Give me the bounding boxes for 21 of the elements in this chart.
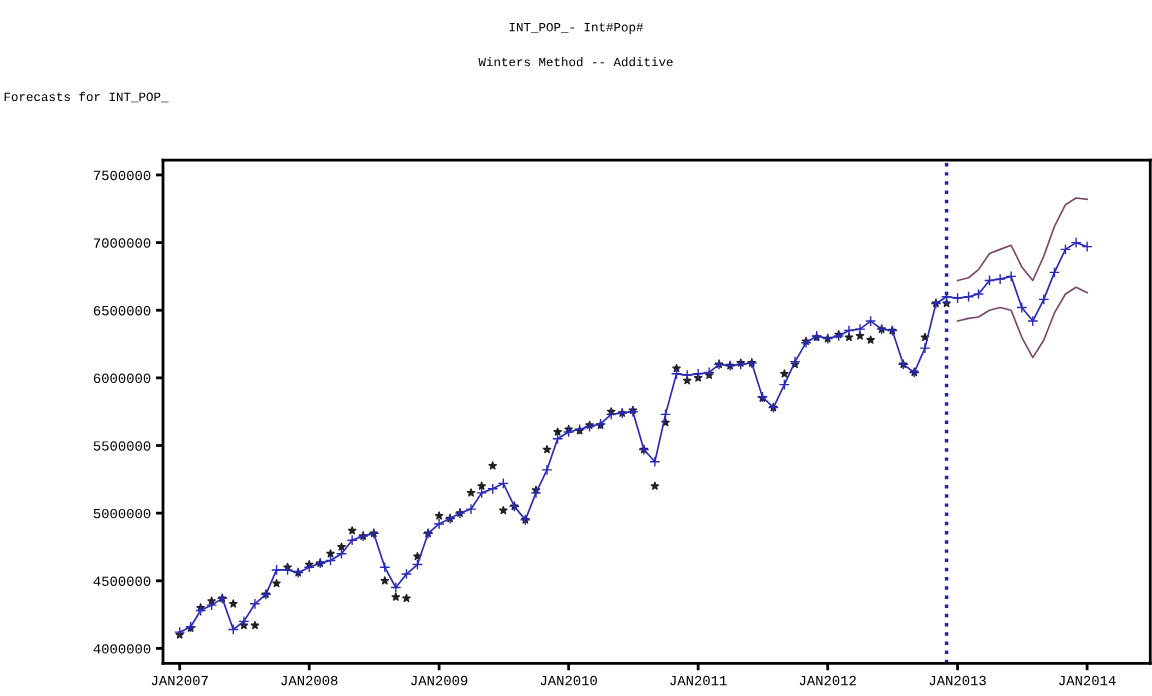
y-tick-label: 5500000 bbox=[93, 441, 151, 451]
x-tick-label: JAN2013 bbox=[929, 675, 986, 686]
y-tick-label: 6000000 bbox=[93, 373, 151, 384]
y-tick-label: 7000000 bbox=[93, 238, 151, 248]
line-series bbox=[956, 197, 1088, 282]
y-tick-label: 5000000 bbox=[93, 508, 151, 519]
chart-title: INT_POP_- Int#Pop# bbox=[509, 22, 644, 34]
text: Forecasts for INT_POP_ bbox=[4, 91, 169, 103]
x-tick-label: JAN2009 bbox=[411, 675, 468, 686]
x-tick-label: JAN2014 bbox=[1059, 675, 1116, 686]
x-tick-label: JAN2012 bbox=[799, 675, 856, 686]
y-tick-label: 4000000 bbox=[93, 644, 151, 654]
x-tick-label: JAN2010 bbox=[540, 675, 597, 686]
y-tick-label: 4500000 bbox=[93, 576, 151, 586]
line-series bbox=[956, 286, 1088, 359]
x-tick-label: JAN2011 bbox=[670, 675, 727, 686]
chart-subtitle: Winters Method -- Additive bbox=[478, 57, 673, 67]
x-tick-label: JAN2007 bbox=[151, 675, 208, 686]
x-tick-label: JAN2008 bbox=[281, 675, 338, 686]
y-tick-label: 6500000 bbox=[93, 305, 151, 316]
y-tick-label: 7500000 bbox=[93, 170, 151, 181]
